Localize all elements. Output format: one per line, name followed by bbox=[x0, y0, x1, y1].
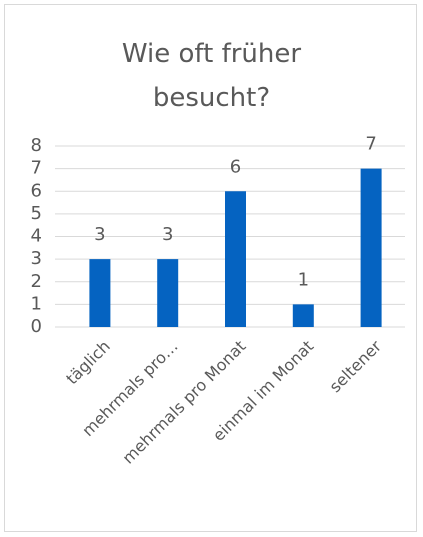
y-tick-label: 2 bbox=[31, 271, 42, 292]
chart-title: Wie oft früher besucht? bbox=[121, 39, 302, 113]
y-tick-label: 7 bbox=[31, 158, 42, 179]
y-tick-label: 8 bbox=[31, 135, 42, 156]
y-tick-label: 3 bbox=[31, 248, 42, 269]
data-label: 7 bbox=[365, 134, 376, 155]
bar bbox=[157, 259, 179, 327]
title-box: Wie oft früher besucht? bbox=[0, 32, 423, 120]
x-tick-label: täglich bbox=[62, 337, 114, 389]
chart-border bbox=[4, 4, 417, 532]
data-label: 3 bbox=[162, 224, 173, 245]
bar bbox=[225, 191, 246, 327]
data-label: 3 bbox=[94, 224, 105, 245]
data-label: 1 bbox=[298, 269, 309, 290]
bar bbox=[360, 168, 382, 327]
y-tick-label: 6 bbox=[31, 180, 42, 201]
x-tick-label: mehrmals pro Monat bbox=[119, 337, 250, 468]
y-tick-label: 5 bbox=[31, 203, 42, 224]
y-tick-label: 4 bbox=[31, 226, 42, 247]
y-tick-label: 0 bbox=[31, 316, 42, 337]
x-tick-label: seltener bbox=[325, 336, 385, 396]
bar bbox=[89, 259, 111, 327]
data-label: 6 bbox=[230, 156, 241, 177]
bar bbox=[292, 304, 314, 327]
y-tick-label: 1 bbox=[31, 293, 42, 314]
